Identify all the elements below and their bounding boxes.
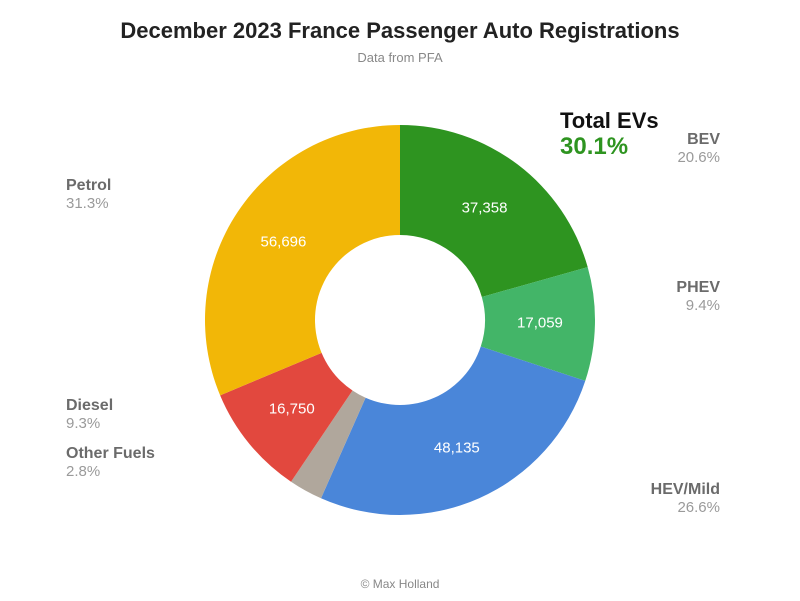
slice-value-hev: 48,135 bbox=[434, 439, 480, 456]
chart-container: December 2023 France Passenger Auto Regi… bbox=[0, 0, 800, 601]
label-name-petrol: Petrol bbox=[66, 176, 111, 195]
label-hev: HEV/Mild26.6% bbox=[651, 480, 720, 517]
label-bev: BEV20.6% bbox=[677, 130, 720, 167]
copyright-text: © Max Holland bbox=[0, 577, 800, 591]
label-diesel: Diesel9.3% bbox=[66, 396, 113, 433]
label-name-diesel: Diesel bbox=[66, 396, 113, 415]
slice-value-phev: 17,059 bbox=[517, 315, 563, 332]
total-evs-percent: 30.1% bbox=[560, 133, 659, 161]
total-evs-title: Total EVs bbox=[560, 108, 659, 133]
label-other: Other Fuels2.8% bbox=[66, 444, 155, 481]
label-pct-phev: 9.4% bbox=[676, 297, 720, 315]
slice-value-diesel: 16,750 bbox=[269, 400, 315, 417]
label-name-other: Other Fuels bbox=[66, 444, 155, 463]
total-evs-annotation: Total EVs 30.1% bbox=[560, 108, 659, 161]
label-name-hev: HEV/Mild bbox=[651, 480, 720, 499]
label-pct-hev: 26.6% bbox=[651, 499, 720, 517]
label-pct-bev: 20.6% bbox=[677, 149, 720, 167]
label-pct-petrol: 31.3% bbox=[66, 195, 111, 213]
label-phev: PHEV9.4% bbox=[676, 278, 720, 315]
slice-value-petrol: 56,696 bbox=[260, 234, 306, 251]
label-name-phev: PHEV bbox=[676, 278, 720, 297]
slice-value-bev: 37,358 bbox=[462, 200, 508, 217]
label-name-bev: BEV bbox=[677, 130, 720, 149]
label-pct-other: 2.8% bbox=[66, 463, 155, 481]
label-pct-diesel: 9.3% bbox=[66, 415, 113, 433]
slice-hev bbox=[321, 347, 585, 515]
slice-petrol bbox=[205, 125, 400, 395]
label-petrol: Petrol31.3% bbox=[66, 176, 111, 213]
